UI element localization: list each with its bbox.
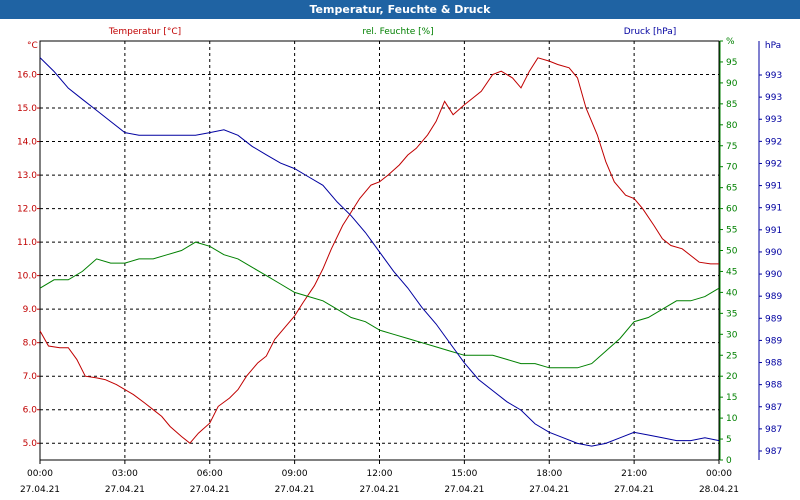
pressure-tick-label: 989 (765, 314, 782, 324)
x-tick-date: 28.04.21 (699, 485, 739, 495)
humidity-series-label: rel. Feuchte [%] (362, 27, 433, 37)
x-tick-date: 27.04.21 (275, 485, 315, 495)
pressure-tick-label: 990 (765, 248, 782, 258)
x-tick-date: 27.04.21 (20, 485, 60, 495)
x-tick-date: 27.04.21 (614, 485, 654, 495)
temperature-tick-label: 15.0 (17, 104, 37, 114)
series-line-humidity (39, 241, 720, 369)
pressure-tick-label: 989 (765, 336, 782, 346)
temperature-series-label: Temperatur [°C] (108, 27, 181, 37)
temperature-tick-label: 6.0 (23, 406, 38, 416)
humidity-tick-label: 60 (726, 205, 738, 215)
x-tick-time: 00:00 (27, 469, 53, 479)
temperature-tick-label: 10.0 (17, 272, 37, 282)
humidity-tick-label: 5 (726, 435, 732, 445)
humidity-tick-label: 10 (726, 414, 738, 424)
x-tick-time: 00:00 (706, 469, 732, 479)
pressure-tick-label: 992 (765, 159, 782, 169)
temperature-tick-label: 5.0 (23, 439, 38, 449)
temperature-tick-label: 11.0 (17, 238, 37, 248)
temperature-tick-label: 8.0 (23, 339, 38, 349)
humidity-tick-label: 30 (726, 330, 738, 340)
humidity-tick-label: 75 (726, 142, 737, 152)
x-tick-date: 27.04.21 (529, 485, 569, 495)
humidity-tick-label: 55 (726, 226, 737, 236)
humidity-tick-label: 25 (726, 351, 737, 361)
pressure-tick-label: 988 (765, 359, 782, 369)
humidity-tick-label: 80 (726, 121, 738, 131)
temperature-unit-label: °C (27, 41, 38, 51)
x-tick-date: 27.04.21 (359, 485, 399, 495)
chart-title: Temperatur, Feuchte & Druck (0, 0, 800, 19)
pressure-tick-label: 988 (765, 381, 782, 391)
temperature-tick-label: 9.0 (23, 305, 38, 315)
humidity-tick-label: 15 (726, 393, 737, 403)
axes: 00:00 27.04.21 03:00 27.04.21 06:00 27.04.21 0… (17, 37, 782, 495)
pressure-tick-label: 987 (765, 403, 782, 413)
x-tick-time: 06:00 (197, 469, 223, 479)
pressure-tick-label: 991 (765, 182, 782, 192)
humidity-tick-label: 50 (726, 247, 738, 257)
chart-area: °C Temperatur [°C] rel. Feuchte [%] Druc… (17, 27, 782, 495)
temperature-tick-label: 14.0 (17, 138, 37, 148)
temperature-tick-label: 16.0 (17, 71, 37, 81)
temperature-tick-label: 13.0 (17, 171, 37, 181)
temperature-tick-label: 12.0 (17, 205, 37, 215)
pressure-series-label: Druck [hPa] (624, 27, 677, 37)
x-tick-time: 18:00 (536, 469, 562, 479)
humidity-tick-label: 95 (726, 58, 737, 68)
humidity-tick-label: % (726, 37, 735, 47)
pressure-tick-label: 992 (765, 137, 782, 147)
pressure-tick-label: 989 (765, 292, 782, 302)
pressure-tick-label: 993 (765, 71, 782, 81)
humidity-tick-label: 40 (726, 288, 738, 298)
pressure-tick-label: 987 (765, 447, 782, 457)
x-tick-time: 03:00 (112, 469, 138, 479)
pressure-unit-label: hPa (765, 41, 781, 51)
humidity-tick-label: 85 (726, 100, 737, 110)
temperature-tick-label: 7.0 (23, 372, 38, 382)
pressure-tick-label: 987 (765, 425, 782, 435)
series-lines (39, 57, 720, 447)
x-tick-date: 27.04.21 (444, 485, 484, 495)
pressure-tick-label: 991 (765, 204, 782, 214)
humidity-tick-label: 70 (726, 163, 738, 173)
humidity-tick-label: 45 (726, 267, 737, 277)
humidity-tick-label: 20 (726, 372, 738, 382)
humidity-tick-label: 35 (726, 309, 737, 319)
x-tick-date: 27.04.21 (190, 485, 230, 495)
humidity-tick-label: 65 (726, 184, 737, 194)
x-tick-time: 21:00 (621, 469, 647, 479)
x-tick-time: 15:00 (451, 469, 477, 479)
pressure-tick-label: 990 (765, 270, 782, 280)
x-tick-date: 27.04.21 (105, 485, 145, 495)
series-line-pressure (39, 57, 720, 447)
humidity-tick-label: 90 (726, 79, 738, 89)
series-line-temperature (39, 57, 719, 444)
humidity-tick-label: 0 (726, 456, 732, 466)
x-tick-time: 09:00 (282, 469, 308, 479)
pressure-tick-label: 993 (765, 115, 782, 125)
grid (40, 41, 719, 460)
x-tick-time: 12:00 (367, 469, 393, 479)
pressure-tick-label: 991 (765, 226, 782, 236)
pressure-tick-label: 993 (765, 93, 782, 103)
plot-frame (39, 40, 720, 461)
